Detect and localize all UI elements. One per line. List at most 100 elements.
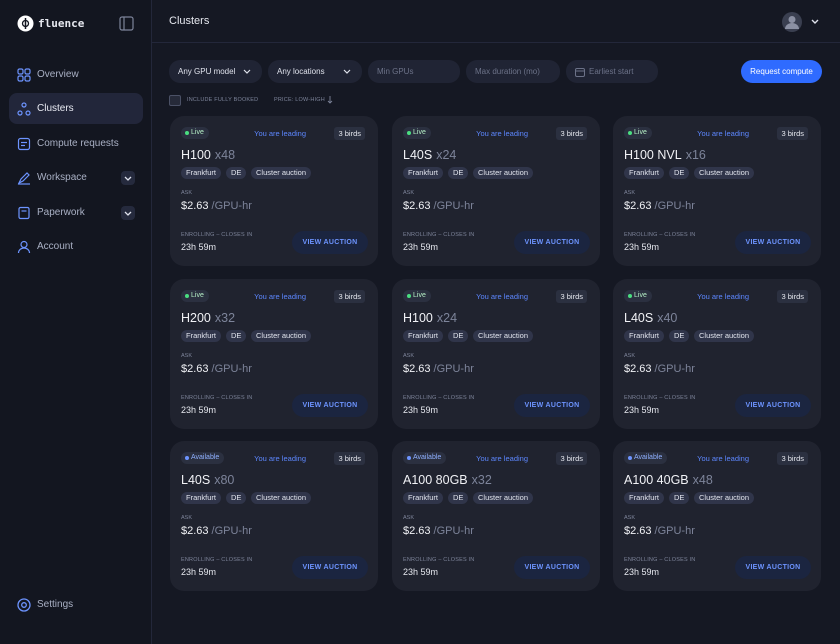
price-value: $2.63 (181, 525, 209, 537)
gpu-title: H100 NVL x16 (624, 148, 706, 162)
closes-label: ENROLLING – CLOSES IN (403, 232, 475, 238)
filter-max-duration[interactable]: Max duration (mo) (466, 60, 560, 83)
nav-settings[interactable]: Settings (9, 589, 143, 620)
calendar-icon (575, 67, 585, 77)
ask-label: ASK (624, 353, 636, 359)
tag-country: DE (669, 492, 690, 504)
price-value: $2.63 (403, 363, 431, 375)
request-compute-button[interactable]: Request compute (741, 60, 822, 83)
gpu-count: x48 (692, 473, 713, 487)
tag-city: Frankfurt (624, 330, 665, 342)
nav-label: Compute requests (37, 138, 119, 149)
sort-label[interactable]: PRICE: LOW-HIGH (274, 97, 325, 103)
view-auction-button[interactable]: VIEW AUCTION (514, 556, 590, 579)
nav-icon (17, 240, 31, 253)
status-pill: Live (181, 290, 209, 302)
closes-label: ENROLLING – CLOSES IN (181, 557, 253, 563)
gpu-title: H100 x24 (403, 311, 457, 325)
nav-icon (17, 137, 31, 150)
view-auction-button[interactable]: VIEW AUCTION (292, 394, 368, 417)
filter-gpu-model[interactable]: Any GPU model (169, 60, 262, 83)
filter-min-gpus[interactable]: Min GPUs (368, 60, 460, 83)
status-pill: Live (403, 290, 431, 302)
time-left: 23h 59m (624, 405, 660, 415)
gpu-title: H200 x32 (181, 311, 235, 325)
filter-label: Any locations (277, 67, 325, 76)
nav-label: Paperwork (37, 207, 85, 218)
ask-label: ASK (624, 190, 636, 196)
cluster-card: Live You are leading 3 birds H100 x24 Frankfu… (392, 279, 600, 429)
view-auction-button[interactable]: VIEW AUCTION (292, 231, 368, 254)
tag-city: Frankfurt (403, 330, 444, 342)
filter-label: Min GPUs (377, 67, 414, 76)
view-auction-button[interactable]: VIEW AUCTION (514, 394, 590, 417)
price-unit: /GPU-hr (654, 363, 695, 375)
gpu-count: x24 (436, 148, 457, 162)
nav-item[interactable]: Overview (9, 59, 143, 90)
filter-locations[interactable]: Any locations (268, 60, 362, 83)
price-unit: /GPU-hr (433, 363, 474, 375)
expand-toggle[interactable] (121, 170, 135, 185)
gpu-model: L40S (403, 148, 433, 162)
tag-kind: Cluster auction (694, 330, 755, 342)
view-auction-button[interactable]: VIEW AUCTION (735, 556, 811, 579)
tag-city: Frankfurt (624, 167, 665, 179)
price: $2.63/GPU-hr (181, 200, 252, 212)
leading-label: You are leading (476, 292, 528, 301)
gpu-model: H100 (403, 311, 433, 325)
cluster-card: Available You are leading 3 birds A100 80GB… (392, 441, 600, 591)
ask-label: ASK (181, 190, 193, 196)
nav-icon (17, 101, 31, 116)
gpu-title: H100 x48 (181, 148, 235, 162)
tag-country: DE (669, 167, 690, 179)
tag-kind: Cluster auction (473, 167, 534, 179)
price: $2.63/GPU-hr (181, 363, 252, 375)
gpu-title: L40S x80 (181, 473, 234, 487)
nav-label: Workspace (37, 172, 87, 183)
time-left: 23h 59m (403, 405, 439, 415)
expand-toggle[interactable] (121, 205, 135, 220)
price-value: $2.63 (181, 363, 209, 375)
gpu-title: L40S x24 (403, 148, 456, 162)
closes-label: ENROLLING – CLOSES IN (403, 557, 475, 563)
price-unit: /GPU-hr (433, 200, 474, 212)
nav-item[interactable]: Account (9, 231, 143, 262)
tag-country: DE (669, 330, 690, 342)
leading-label: You are leading (476, 129, 528, 138)
filter-earliest-start[interactable]: Earliest start (566, 60, 658, 83)
closes-label: ENROLLING – CLOSES IN (181, 232, 253, 238)
ask-label: ASK (403, 190, 415, 196)
tag-country: DE (226, 492, 247, 504)
nav-item[interactable]: Clusters (9, 93, 143, 124)
leading-label: You are leading (697, 129, 749, 138)
birds-badge: 3 birds (777, 452, 808, 465)
view-auction-button[interactable]: VIEW AUCTION (735, 231, 811, 254)
view-auction-button[interactable]: VIEW AUCTION (292, 556, 368, 579)
user-menu[interactable] (781, 11, 821, 33)
collapse-sidebar[interactable] (119, 16, 134, 31)
price-value: $2.63 (181, 200, 209, 212)
birds-badge: 3 birds (334, 452, 365, 465)
cluster-card: Available You are leading 3 birds L40S x80 Fr… (170, 441, 378, 591)
price: $2.63/GPU-hr (624, 200, 695, 212)
nav-item[interactable]: Paperwork (9, 197, 143, 228)
ask-label: ASK (624, 515, 636, 521)
gpu-count: x40 (657, 311, 678, 325)
nav-item[interactable]: Compute requests (9, 128, 143, 159)
price-value: $2.63 (403, 200, 431, 212)
gpu-count: x24 (436, 311, 458, 325)
checkbox[interactable] (169, 95, 181, 106)
leading-label: You are leading (254, 292, 306, 301)
tag-country: DE (448, 167, 469, 179)
gpu-title: A100 40GB x48 (624, 473, 713, 487)
birds-badge: 3 birds (556, 452, 587, 465)
closes-label: ENROLLING – CLOSES IN (624, 557, 696, 563)
leading-label: You are leading (697, 292, 749, 301)
nav-icon (17, 171, 30, 185)
filter-label: Any GPU model (178, 67, 236, 76)
nav-item[interactable]: Workspace (9, 162, 143, 193)
view-auction-button[interactable]: VIEW AUCTION (514, 231, 590, 254)
view-auction-button[interactable]: VIEW AUCTION (735, 394, 811, 417)
price: $2.63/GPU-hr (403, 525, 474, 537)
